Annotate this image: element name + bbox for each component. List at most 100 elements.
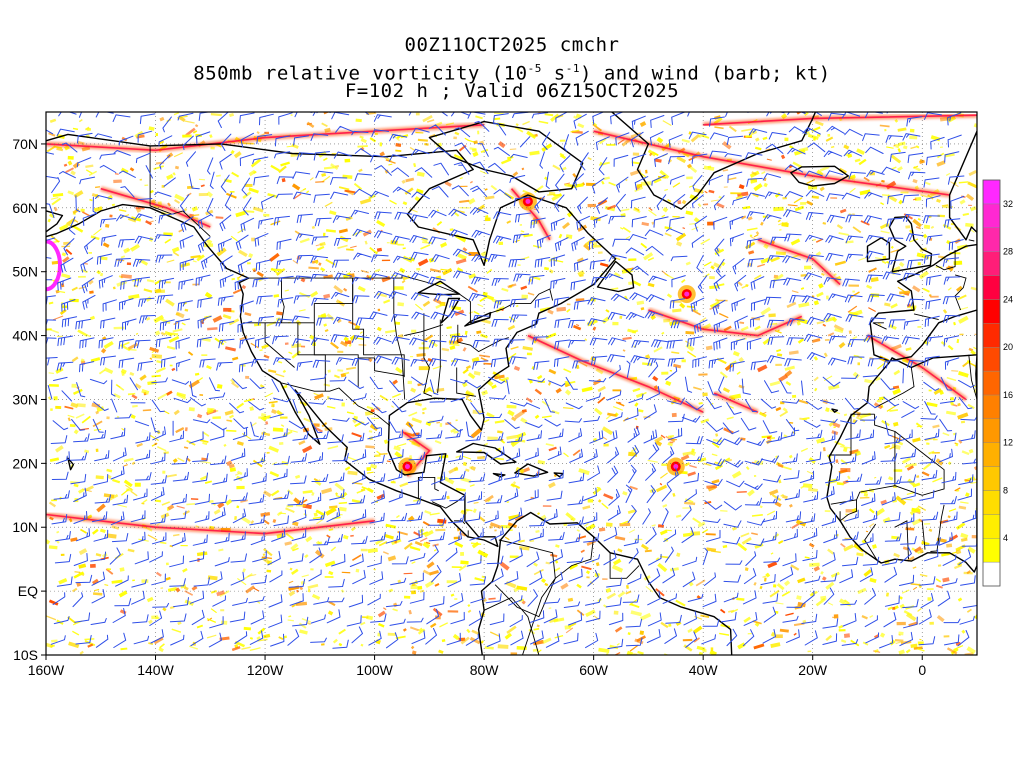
vorticity-patch bbox=[929, 621, 934, 625]
vorticity-patch bbox=[500, 158, 512, 165]
vorticity-patch bbox=[613, 610, 619, 615]
vorticity-patch bbox=[200, 184, 205, 188]
vorticity-patch bbox=[485, 412, 495, 419]
vorticity-patch bbox=[719, 371, 728, 379]
vorticity-patch bbox=[788, 454, 793, 459]
vorticity-patch bbox=[888, 323, 897, 330]
vorticity-patch bbox=[149, 357, 153, 360]
vorticity-patch bbox=[781, 590, 791, 597]
vorticity-patch bbox=[46, 615, 57, 621]
vorticity-patch bbox=[854, 158, 861, 163]
vorticity-patch bbox=[141, 579, 149, 583]
vorticity-patch bbox=[287, 429, 298, 433]
vorticity-patch bbox=[123, 247, 131, 254]
vorticity-patch bbox=[301, 445, 313, 454]
vorticity-patch bbox=[647, 459, 658, 463]
vorticity-patch bbox=[473, 140, 478, 145]
vorticity-patch bbox=[807, 650, 812, 653]
vorticity-patch bbox=[945, 172, 951, 177]
vorticity-patch bbox=[166, 390, 173, 396]
vorticity-patch bbox=[749, 234, 753, 237]
vorticity-patch bbox=[740, 532, 750, 538]
vorticity-patch bbox=[932, 477, 943, 483]
vorticity-patch bbox=[736, 371, 741, 375]
vorticity-patch bbox=[326, 405, 336, 409]
vorticity-patch bbox=[576, 529, 580, 532]
vorticity-patch bbox=[249, 647, 261, 652]
vorticity-patch bbox=[794, 205, 805, 212]
vorticity-patch bbox=[802, 483, 813, 489]
vorticity-patch bbox=[263, 213, 270, 217]
vorticity-patch bbox=[843, 633, 851, 638]
vorticity-patch bbox=[207, 327, 218, 331]
vorticity-patch bbox=[473, 502, 479, 504]
vorticity-patch bbox=[429, 570, 439, 576]
vorticity-patch bbox=[816, 320, 824, 325]
vorticity-patch bbox=[935, 578, 942, 583]
vorticity-patch bbox=[605, 309, 610, 313]
vorticity-patch bbox=[155, 571, 162, 577]
vorticity-patch bbox=[627, 328, 637, 334]
vorticity-patch bbox=[900, 191, 909, 194]
vorticity-patch bbox=[47, 218, 51, 223]
vorticity-patch bbox=[390, 481, 396, 484]
vorticity-patch bbox=[833, 426, 836, 428]
vorticity-patch bbox=[157, 446, 167, 452]
vorticity-patch bbox=[828, 420, 836, 427]
vorticity-patch bbox=[120, 255, 126, 259]
vorticity-patch bbox=[848, 284, 859, 287]
vorticity-patch bbox=[926, 442, 930, 445]
vorticity-patch bbox=[916, 475, 920, 478]
vorticity-patch bbox=[462, 461, 468, 467]
vorticity-patch bbox=[272, 519, 277, 524]
vorticity-patch bbox=[765, 572, 771, 578]
vorticity-patch bbox=[415, 303, 423, 311]
vorticity-patch bbox=[591, 244, 602, 248]
vorticity-patch bbox=[676, 241, 683, 247]
vorticity-patch bbox=[716, 202, 725, 209]
vorticity-patch bbox=[213, 508, 221, 515]
vorticity-patch bbox=[879, 632, 886, 638]
colorbar-label: 28 bbox=[1003, 247, 1013, 257]
vorticity-patch bbox=[665, 529, 672, 532]
vorticity-patch bbox=[896, 621, 906, 626]
vorticity-patch bbox=[223, 443, 227, 447]
vorticity-patch bbox=[58, 578, 68, 585]
vorticity-patch bbox=[248, 187, 259, 194]
vorticity-patch bbox=[360, 548, 368, 552]
vorticity-patch bbox=[446, 580, 458, 584]
vorticity-patch bbox=[827, 548, 835, 555]
vorticity-patch bbox=[298, 440, 306, 446]
vorticity-patch bbox=[204, 480, 213, 484]
vorticity-patch bbox=[811, 338, 821, 343]
vorticity-patch bbox=[266, 451, 270, 454]
vorticity-patch bbox=[825, 316, 836, 323]
vorticity-patch bbox=[763, 182, 768, 188]
vorticity-patch bbox=[602, 578, 608, 580]
vorticity-patch bbox=[506, 404, 517, 409]
vorticity-patch bbox=[483, 419, 490, 423]
vorticity-patch bbox=[666, 293, 673, 299]
colorbar-swatch bbox=[982, 370, 1001, 396]
vorticity-patch bbox=[95, 475, 104, 480]
lat-tick-label: 50N bbox=[12, 264, 38, 280]
vorticity-patch bbox=[964, 652, 974, 655]
vorticity-patch bbox=[598, 527, 606, 532]
vorticity-patch bbox=[599, 262, 609, 268]
vorticity-patch bbox=[103, 341, 114, 350]
vorticity-patch bbox=[148, 126, 155, 131]
vorticity-patch bbox=[741, 284, 749, 289]
vorticity-patch bbox=[256, 271, 264, 278]
vorticity-patch bbox=[640, 543, 649, 551]
vorticity-patch bbox=[783, 580, 791, 587]
vorticity-patch bbox=[176, 505, 185, 509]
vorticity-patch bbox=[635, 392, 644, 399]
vorticity-patch bbox=[603, 176, 610, 181]
vorticity-patch bbox=[199, 439, 209, 443]
vorticity-patch bbox=[484, 646, 494, 650]
vorticity-patch bbox=[548, 269, 554, 274]
vorticity-patch bbox=[575, 298, 585, 302]
vorticity-patch bbox=[690, 133, 701, 143]
vorticity-patch bbox=[757, 263, 766, 268]
vorticity-patch bbox=[681, 359, 686, 363]
